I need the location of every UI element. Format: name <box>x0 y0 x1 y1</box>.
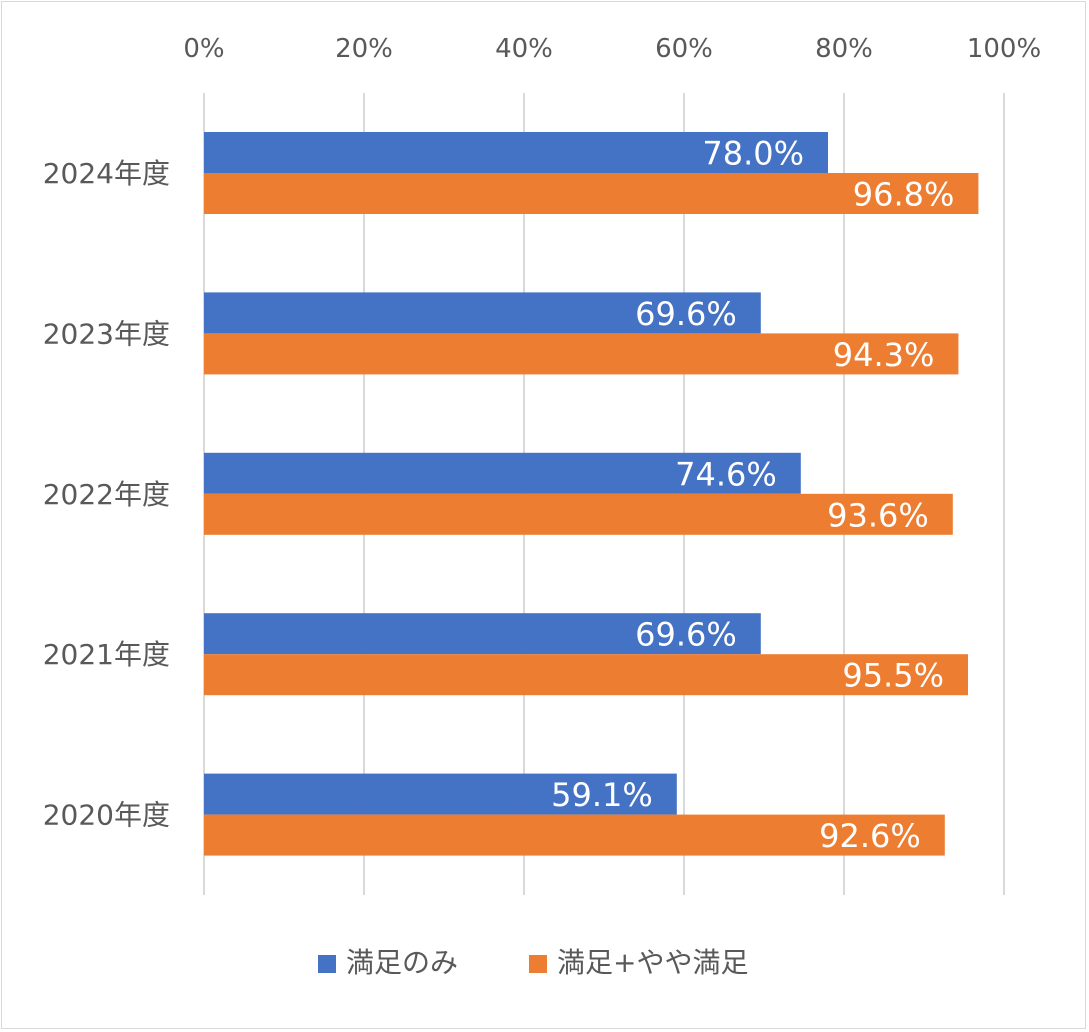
x-tick-label: 40% <box>495 34 553 64</box>
x-tick-label: 60% <box>655 34 713 64</box>
category-label: 2022年度 <box>43 478 170 511</box>
data-labels: 78.0% 96.8% 69.6% 94.3% 74.6% 93.6% 69.6% 95.5%… <box>551 135 954 856</box>
bar-satisfied-only <box>204 452 801 494</box>
category-label: 2021年度 <box>43 638 170 671</box>
x-tick-label: 80% <box>815 34 873 64</box>
bar-satisfied-only <box>204 613 761 655</box>
bar-satisfied-only <box>204 132 828 173</box>
category-label: 2024年度 <box>43 157 170 190</box>
x-tick-label: 20% <box>335 34 393 64</box>
data-label: 95.5% <box>842 657 944 695</box>
x-tick-label: 100% <box>967 34 1041 64</box>
data-label: 78.0% <box>702 135 804 173</box>
data-label: 92.6% <box>819 817 921 855</box>
legend-swatch <box>529 955 547 973</box>
legend-swatch <box>318 955 336 973</box>
data-label: 69.6% <box>635 616 737 654</box>
bar-satisfied-plus-somewhat <box>204 654 968 696</box>
bar-satisfied-plus-somewhat <box>204 493 953 535</box>
bar-satisfied-plus-somewhat <box>204 173 979 214</box>
category-labels: 2024年度 2023年度 2022年度 2021年度 2020年度 <box>43 157 170 832</box>
category-label: 2023年度 <box>43 317 170 350</box>
data-label: 59.1% <box>551 776 653 814</box>
bar-satisfied-plus-somewhat <box>204 814 945 856</box>
category-label: 2020年度 <box>43 799 170 832</box>
data-label: 94.3% <box>833 336 935 374</box>
bar-satisfied-plus-somewhat <box>204 333 959 375</box>
bars <box>204 132 979 856</box>
legend: 満足のみ 満足+やや満足 <box>318 946 748 979</box>
x-axis-ticks: 0% 20% 40% 60% 80% 100% <box>183 34 1041 64</box>
data-label: 96.8% <box>853 176 955 214</box>
legend-label: 満足のみ <box>346 946 458 979</box>
data-label: 69.6% <box>635 295 737 333</box>
bar-satisfied-only <box>204 292 761 334</box>
data-label: 74.6% <box>675 455 777 493</box>
legend-label: 満足+やや満足 <box>557 946 748 979</box>
data-label: 93.6% <box>827 496 929 534</box>
x-tick-label: 0% <box>183 34 224 64</box>
bar-satisfied-only <box>204 773 677 815</box>
